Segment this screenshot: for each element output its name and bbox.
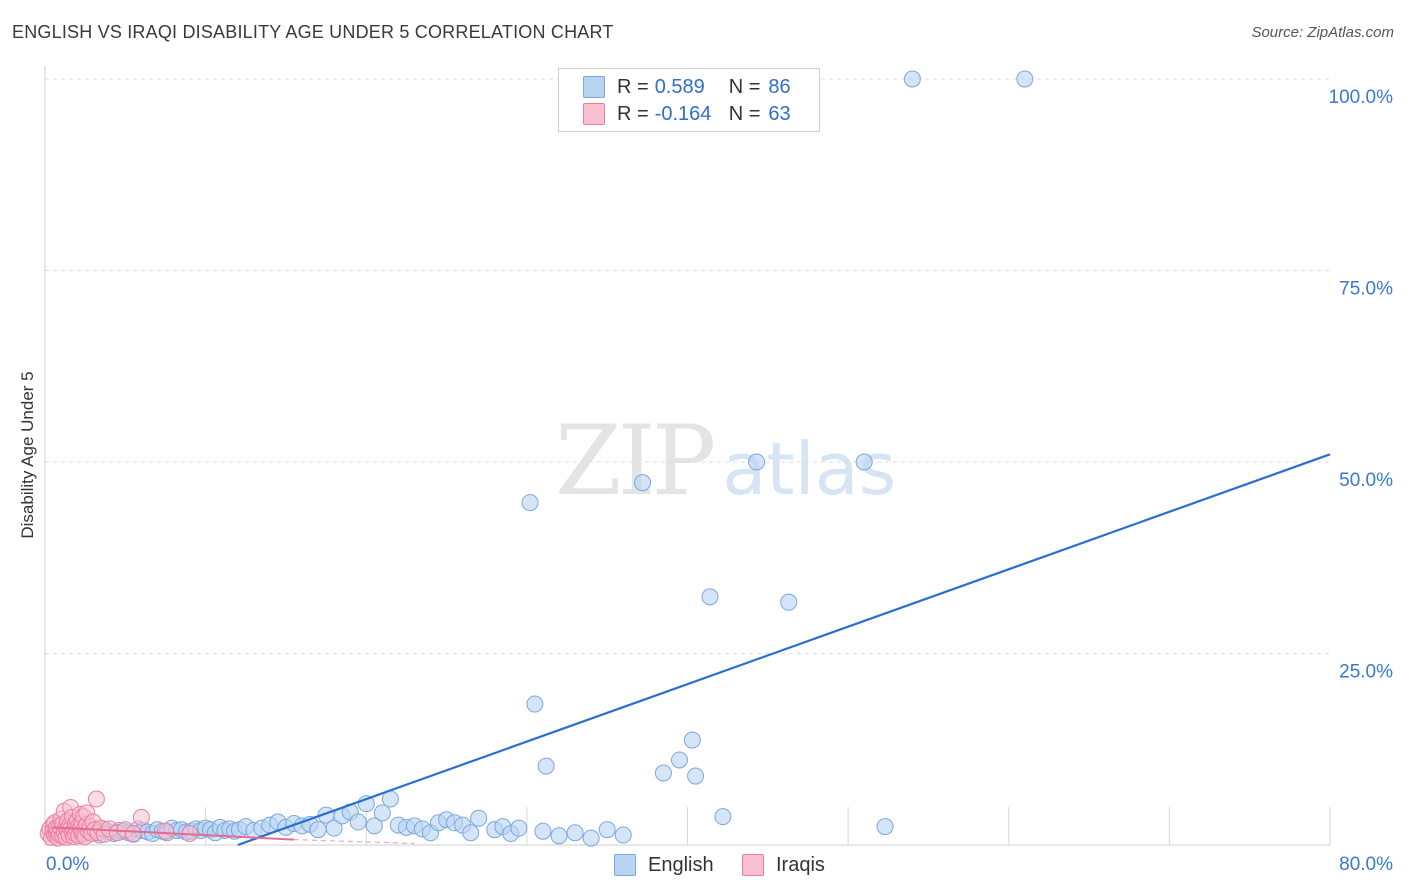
legend-swatch-english (583, 76, 605, 98)
data-point-english (634, 474, 652, 492)
data-point-english (510, 819, 528, 837)
data-point-iraqi (132, 808, 150, 826)
data-point-english (373, 804, 391, 822)
legend-row-iraqi: R = -0.164 N = 63 (583, 102, 791, 126)
data-point-english (566, 824, 584, 842)
data-point-iraqi (124, 825, 142, 843)
legend-r-label: R = (617, 75, 649, 98)
data-point-english (855, 453, 873, 471)
data-point-iraqi (87, 790, 105, 808)
data-point-english (526, 695, 544, 713)
data-point-english (470, 809, 488, 827)
y-tick-label: 75.0% (1339, 279, 1393, 300)
bottom-legend-iraqi: Iraqis (742, 852, 825, 878)
data-point-iraqi (156, 822, 174, 840)
data-point-english (325, 819, 343, 837)
data-point-english (349, 813, 367, 831)
data-point-english (654, 764, 672, 782)
trendline-iraqi-extension (293, 839, 415, 845)
data-point-english (598, 821, 616, 839)
data-point-english (582, 829, 600, 847)
data-point-english (534, 822, 552, 840)
y-tick-label: 100.0% (1329, 87, 1394, 108)
data-point-english (876, 818, 894, 836)
bottom-legend-label-english: English (648, 853, 714, 876)
bottom-legend-swatch-english (614, 854, 636, 876)
legend-n-value-english: 86 (768, 75, 791, 98)
trendline-english (237, 453, 1331, 847)
data-point-english (748, 453, 766, 471)
data-point-english (670, 751, 688, 769)
watermark-zip: ZIP (555, 405, 716, 517)
data-point-english (714, 808, 732, 826)
trendline-iraqi (52, 826, 295, 841)
bottom-legend-label-iraqi: Iraqis (776, 853, 825, 876)
data-point-english (701, 588, 719, 606)
legend-n-label: N = (728, 102, 761, 125)
legend-n-value-iraqi: 63 (768, 102, 791, 125)
correlation-legend: R = 0.589 N = 86 R = -0.164 N = 63 (558, 68, 820, 132)
chart-title: ENGLISH VS IRAQI DISABILITY AGE UNDER 5 … (12, 22, 614, 42)
bottom-legend-swatch-iraqi (742, 854, 764, 876)
bottom-legend-english: English (614, 852, 714, 878)
legend-swatch-iraqi (583, 103, 605, 125)
x-tick-label: 0.0% (46, 854, 89, 875)
x-tick-label: 80.0% (1339, 854, 1393, 875)
legend-r-value-english: 0.589 (654, 75, 705, 98)
data-point-english (462, 824, 480, 842)
data-point-english (903, 70, 921, 88)
data-point-english (683, 731, 701, 749)
legend-n-label: N = (728, 75, 761, 98)
data-point-english (521, 494, 539, 512)
source-label: Source: ZipAtlas.com (1251, 24, 1394, 41)
data-point-english (687, 767, 705, 785)
data-point-english (614, 826, 632, 844)
y-tick-label: 50.0% (1339, 470, 1393, 491)
legend-r-value-iraqi: -0.164 (654, 102, 712, 125)
data-point-english (550, 827, 568, 845)
data-point-english (780, 593, 798, 611)
data-point-english (365, 817, 383, 835)
data-point-english (537, 757, 555, 775)
legend-row-english: R = 0.589 N = 86 (583, 75, 791, 99)
data-point-english (309, 821, 327, 839)
data-point-english (1016, 70, 1034, 88)
y-tick-label: 25.0% (1339, 662, 1393, 683)
legend-r-label: R = (617, 102, 649, 125)
